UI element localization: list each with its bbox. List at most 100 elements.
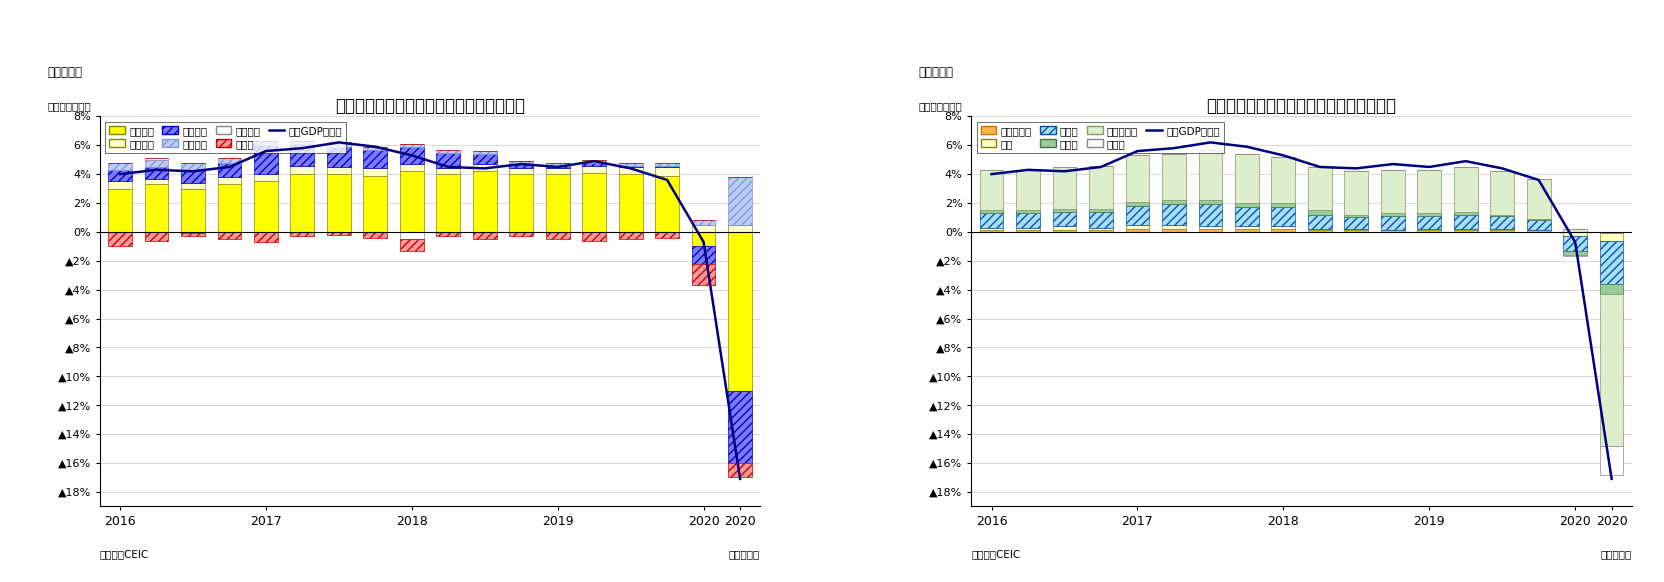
Bar <box>436 232 459 236</box>
Bar <box>1416 229 1441 230</box>
Bar <box>582 162 606 165</box>
Bar <box>1271 207 1295 226</box>
Bar <box>1489 229 1513 230</box>
Bar <box>145 179 168 184</box>
Bar <box>473 164 496 171</box>
Bar <box>1416 230 1441 232</box>
Bar <box>436 152 459 168</box>
Bar <box>727 177 752 225</box>
Bar <box>1453 229 1476 230</box>
Bar <box>1343 218 1368 229</box>
Bar <box>108 170 131 182</box>
Bar <box>290 141 314 144</box>
Bar <box>1198 150 1221 200</box>
Bar <box>1453 212 1476 215</box>
Bar <box>1198 226 1221 229</box>
Bar <box>691 246 716 264</box>
Bar <box>1235 207 1258 226</box>
Bar <box>218 184 241 232</box>
Bar <box>399 147 423 164</box>
Legend: 民間消費, 政府消費, 民間投資, 公共投資, 在庫変動, 純輸出, 実質GDP成長率: 民間消費, 政府消費, 民間投資, 公共投資, 在庫変動, 純輸出, 実質GDP… <box>105 122 346 153</box>
Bar <box>181 232 205 233</box>
Bar <box>1015 230 1040 232</box>
Bar <box>1125 201 1148 206</box>
Text: （四半期）: （四半期） <box>1599 549 1631 559</box>
Bar <box>1015 210 1040 213</box>
Bar <box>1526 221 1549 230</box>
Bar <box>399 239 423 251</box>
Bar <box>1052 209 1075 212</box>
Bar <box>619 162 642 165</box>
Bar <box>1271 229 1295 232</box>
Bar <box>1125 225 1148 229</box>
Bar <box>181 183 205 189</box>
Bar <box>290 232 314 236</box>
Bar <box>546 174 569 232</box>
Bar <box>509 232 532 236</box>
Bar <box>1235 226 1258 229</box>
Bar <box>1416 216 1441 229</box>
Bar <box>509 161 532 164</box>
Bar <box>290 144 314 165</box>
Bar <box>473 154 496 164</box>
Bar <box>1562 229 1586 232</box>
Bar <box>1308 210 1331 215</box>
Bar <box>255 232 278 242</box>
Bar <box>1161 204 1185 225</box>
Bar <box>656 232 679 237</box>
Bar <box>1088 165 1112 209</box>
Bar <box>218 177 241 184</box>
Bar <box>582 173 606 232</box>
Bar <box>1052 167 1075 209</box>
Bar <box>399 144 423 147</box>
Bar <box>1526 219 1549 221</box>
Bar <box>181 233 205 236</box>
Legend: 農林水産業, 鉱業, 製造業, 建設業, サービス業, その他, 実質GDP成長率: 農林水産業, 鉱業, 製造業, 建設業, サービス業, その他, 実質GDP成長… <box>977 122 1223 153</box>
Bar <box>1308 215 1331 229</box>
Bar <box>546 232 569 239</box>
Bar <box>978 170 1003 210</box>
Bar <box>656 165 679 167</box>
Bar <box>145 184 168 232</box>
Bar <box>363 147 388 150</box>
Bar <box>978 210 1003 213</box>
Bar <box>1052 212 1075 226</box>
Bar <box>1052 226 1075 230</box>
Bar <box>1562 255 1586 257</box>
Bar <box>1453 215 1476 229</box>
Bar <box>108 162 131 170</box>
Bar <box>1161 225 1185 229</box>
Bar <box>1599 294 1622 446</box>
Bar <box>1379 170 1404 213</box>
Bar <box>436 168 459 174</box>
Bar <box>1489 171 1513 215</box>
Bar <box>326 232 351 235</box>
Bar <box>1453 167 1476 212</box>
Bar <box>619 174 642 232</box>
Bar <box>1125 206 1148 225</box>
Bar <box>509 174 532 232</box>
Bar <box>1599 240 1622 284</box>
Bar <box>1343 229 1368 230</box>
Bar <box>691 221 716 225</box>
Bar <box>326 144 351 147</box>
Bar <box>1379 213 1404 216</box>
Bar <box>1308 230 1331 232</box>
Bar <box>399 164 423 171</box>
Bar <box>363 176 388 232</box>
Bar <box>145 232 168 240</box>
Bar <box>218 232 241 239</box>
Bar <box>1015 170 1040 210</box>
Bar <box>218 158 241 162</box>
Bar <box>108 232 131 246</box>
Bar <box>363 232 388 237</box>
Bar <box>1198 200 1221 204</box>
Bar <box>546 162 569 165</box>
Bar <box>1308 229 1331 230</box>
Bar <box>1161 200 1185 204</box>
Bar <box>546 165 569 168</box>
Bar <box>436 150 459 152</box>
Bar <box>727 225 752 232</box>
Bar <box>473 232 496 239</box>
Bar <box>436 174 459 232</box>
